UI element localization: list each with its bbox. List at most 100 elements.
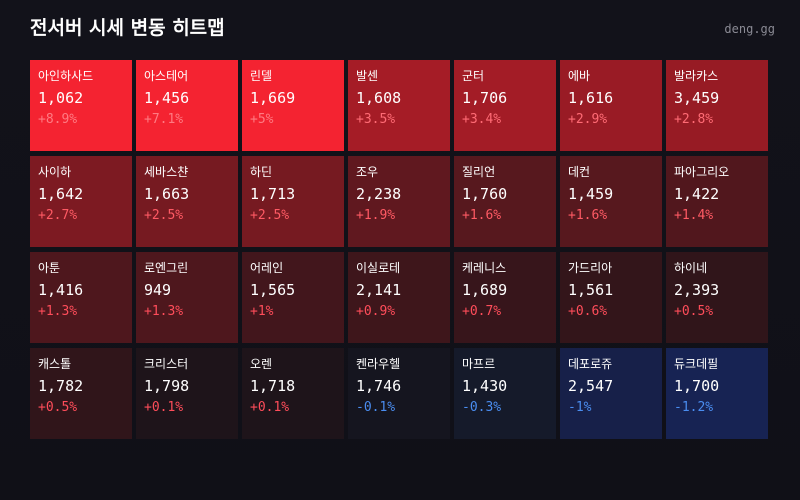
server-name: 가드리아 bbox=[568, 261, 613, 275]
price-change: +2.9% bbox=[568, 112, 608, 127]
server-cell[interactable]: 군터 1,706 +3.4% bbox=[454, 60, 556, 151]
server-name: 세바스챤 bbox=[144, 165, 189, 179]
price-change: +0.6% bbox=[568, 304, 608, 319]
price-change: -1.2% bbox=[674, 400, 714, 415]
server-price: 1,718 bbox=[250, 377, 296, 395]
server-price: 1,459 bbox=[568, 185, 614, 203]
server-cell[interactable]: 하이네 2,393 +0.5% bbox=[666, 252, 768, 343]
server-price: 1,416 bbox=[38, 281, 84, 299]
price-change: +2.5% bbox=[144, 208, 184, 223]
server-cell[interactable]: 하딘 1,713 +2.5% bbox=[242, 156, 344, 247]
server-cell[interactable]: 이실로테 2,141 +0.9% bbox=[348, 252, 450, 343]
server-name: 듀크데필 bbox=[674, 357, 719, 371]
server-cell[interactable]: 켄라우헬 1,746 -0.1% bbox=[348, 348, 450, 439]
server-cell[interactable]: 아인하사드 1,062 +8.9% bbox=[30, 60, 132, 151]
server-name: 이실로테 bbox=[356, 261, 401, 275]
server-cell[interactable]: 조우 2,238 +1.9% bbox=[348, 156, 450, 247]
server-cell[interactable]: 사이하 1,642 +2.7% bbox=[30, 156, 132, 247]
server-cell[interactable]: 아스테어 1,456 +7.1% bbox=[136, 60, 238, 151]
price-change: +1% bbox=[250, 304, 274, 319]
heatmap-grid: 아인하사드 1,062 +8.9% 아스테어 1,456 +7.1% 린델 1,669 +5% 발… bbox=[30, 60, 768, 440]
price-change: +5% bbox=[250, 112, 274, 127]
server-price: 1,616 bbox=[568, 89, 614, 107]
server-price: 1,565 bbox=[250, 281, 296, 299]
server-cell[interactable]: 오렌 1,718 +0.1% bbox=[242, 348, 344, 439]
server-name: 조우 bbox=[356, 165, 379, 179]
server-name: 아툰 bbox=[38, 261, 61, 275]
server-cell[interactable]: 듀크데필 1,700 -1.2% bbox=[666, 348, 768, 439]
server-price: 1,663 bbox=[144, 185, 190, 203]
price-change: +1.6% bbox=[568, 208, 608, 223]
server-cell[interactable]: 질리언 1,760 +1.6% bbox=[454, 156, 556, 247]
price-change: +8.9% bbox=[38, 112, 78, 127]
server-price: 1,608 bbox=[356, 89, 402, 107]
server-price: 1,430 bbox=[462, 377, 508, 395]
price-change: +1.9% bbox=[356, 208, 396, 223]
server-name: 데컨 bbox=[568, 165, 591, 179]
server-cell[interactable]: 로엔그린 949 +1.3% bbox=[136, 252, 238, 343]
server-name: 어레인 bbox=[250, 261, 284, 275]
price-change: -0.3% bbox=[462, 400, 502, 415]
price-change: +2.8% bbox=[674, 112, 714, 127]
price-change: +0.1% bbox=[144, 400, 184, 415]
server-name: 파아그리오 bbox=[674, 165, 730, 179]
price-change: +2.7% bbox=[38, 208, 78, 223]
server-name: 켄라우헬 bbox=[356, 357, 401, 371]
server-price: 2,547 bbox=[568, 377, 614, 395]
server-cell[interactable]: 마프르 1,430 -0.3% bbox=[454, 348, 556, 439]
server-cell[interactable]: 아툰 1,416 +1.3% bbox=[30, 252, 132, 343]
server-name: 린델 bbox=[250, 69, 273, 83]
server-price: 1,700 bbox=[674, 377, 720, 395]
server-price: 949 bbox=[144, 281, 172, 299]
server-cell[interactable]: 가드리아 1,561 +0.6% bbox=[560, 252, 662, 343]
server-price: 1,689 bbox=[462, 281, 508, 299]
server-name: 마프르 bbox=[462, 357, 496, 371]
server-name: 크리스터 bbox=[144, 357, 189, 371]
server-price: 2,238 bbox=[356, 185, 402, 203]
server-cell[interactable]: 발센 1,608 +3.5% bbox=[348, 60, 450, 151]
server-price: 1,798 bbox=[144, 377, 190, 395]
price-change: +3.4% bbox=[462, 112, 502, 127]
server-price: 1,561 bbox=[568, 281, 614, 299]
server-price: 1,746 bbox=[356, 377, 402, 395]
server-name: 하딘 bbox=[250, 165, 273, 179]
server-cell[interactable]: 크리스터 1,798 +0.1% bbox=[136, 348, 238, 439]
server-cell[interactable]: 린델 1,669 +5% bbox=[242, 60, 344, 151]
server-price: 1,422 bbox=[674, 185, 720, 203]
server-price: 1,782 bbox=[38, 377, 84, 395]
price-change: -0.1% bbox=[356, 400, 396, 415]
server-price: 1,706 bbox=[462, 89, 508, 107]
price-change: +0.5% bbox=[38, 400, 78, 415]
price-change: +3.5% bbox=[356, 112, 396, 127]
price-change: +0.1% bbox=[250, 400, 290, 415]
server-name: 발라카스 bbox=[674, 69, 719, 83]
server-name: 사이하 bbox=[38, 165, 72, 179]
server-name: 발센 bbox=[356, 69, 379, 83]
server-name: 에바 bbox=[568, 69, 591, 83]
server-price: 1,669 bbox=[250, 89, 296, 107]
server-cell[interactable]: 데컨 1,459 +1.6% bbox=[560, 156, 662, 247]
server-cell[interactable]: 발라카스 3,459 +2.8% bbox=[666, 60, 768, 151]
price-change: +1.3% bbox=[144, 304, 184, 319]
price-change: +1.4% bbox=[674, 208, 714, 223]
server-price: 1,713 bbox=[250, 185, 296, 203]
server-cell[interactable]: 어레인 1,565 +1% bbox=[242, 252, 344, 343]
server-name: 오렌 bbox=[250, 357, 273, 371]
server-cell[interactable]: 캐스톨 1,782 +0.5% bbox=[30, 348, 132, 439]
server-name: 로엔그린 bbox=[144, 261, 189, 275]
server-price: 1,062 bbox=[38, 89, 84, 107]
server-cell[interactable]: 파아그리오 1,422 +1.4% bbox=[666, 156, 768, 247]
brand-logo-text[interactable]: deng.gg bbox=[724, 22, 775, 36]
server-cell[interactable]: 데포로쥬 2,547 -1% bbox=[560, 348, 662, 439]
server-price: 3,459 bbox=[674, 89, 720, 107]
page-title: 전서버 시세 변동 히트맵 bbox=[30, 17, 225, 39]
price-change: +0.5% bbox=[674, 304, 714, 319]
server-cell[interactable]: 세바스챤 1,663 +2.5% bbox=[136, 156, 238, 247]
price-change: +2.5% bbox=[250, 208, 290, 223]
server-cell[interactable]: 케레니스 1,689 +0.7% bbox=[454, 252, 556, 343]
price-change: +7.1% bbox=[144, 112, 184, 127]
server-price: 2,393 bbox=[674, 281, 720, 299]
server-price: 2,141 bbox=[356, 281, 402, 299]
server-cell[interactable]: 에바 1,616 +2.9% bbox=[560, 60, 662, 151]
